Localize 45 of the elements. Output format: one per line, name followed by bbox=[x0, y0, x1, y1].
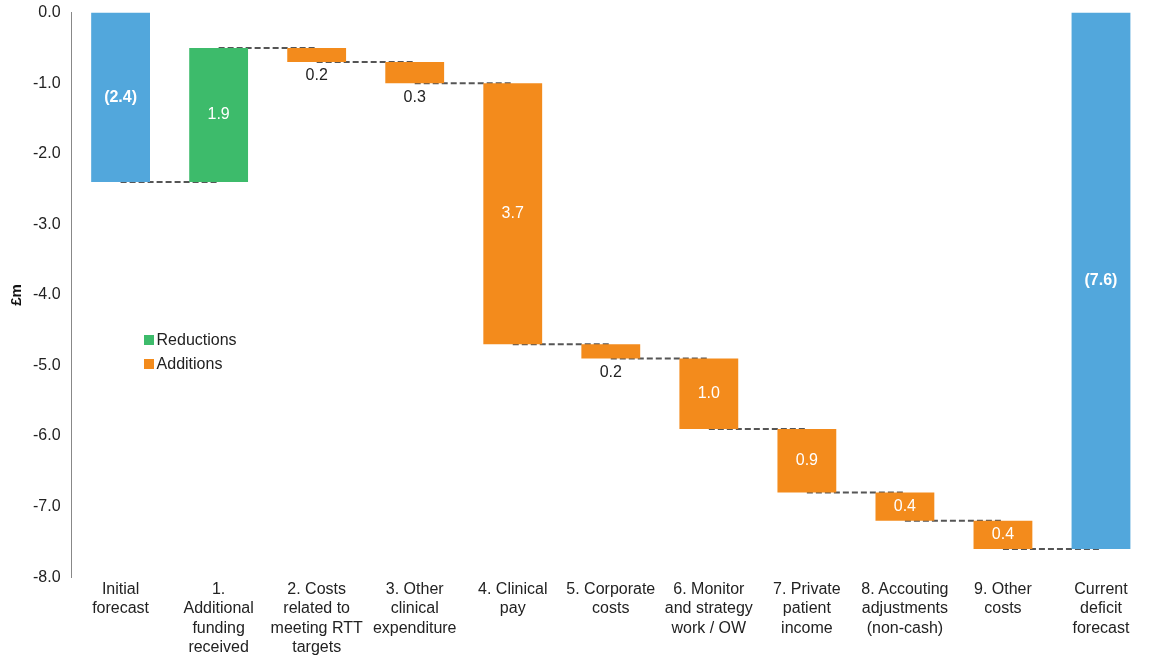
data-label: 0.2 bbox=[305, 66, 328, 84]
data-label: 0.3 bbox=[403, 87, 426, 105]
data-label: 3.7 bbox=[501, 204, 524, 222]
y-tick-label: -3.0 bbox=[32, 214, 61, 232]
bar bbox=[875, 492, 935, 521]
bar bbox=[973, 520, 1033, 549]
x-tick-label: 4. Clinical pay bbox=[478, 580, 548, 617]
data-label: 0.4 bbox=[991, 525, 1015, 543]
legend-label: Additions bbox=[156, 354, 223, 373]
bar bbox=[385, 62, 445, 84]
x-tick-label: 1. Additional funding received bbox=[183, 580, 254, 655]
data-label: (7.6) bbox=[1084, 271, 1118, 289]
y-tick-label: -5.0 bbox=[32, 355, 61, 373]
y-tick-label: -2.0 bbox=[32, 144, 61, 162]
data-label: 0.2 bbox=[599, 362, 622, 380]
y-tick-label: -4.0 bbox=[32, 285, 61, 303]
legend-label: Reductions bbox=[156, 330, 237, 349]
bar bbox=[91, 12, 150, 182]
x-tick-label: 8. Accouting adjustments (non-cash) bbox=[861, 580, 949, 636]
y-axis-title: £m bbox=[7, 284, 25, 306]
y-tick-label: 0.0 bbox=[38, 3, 61, 21]
x-tick-label: 6. Monitor and strategy work / OW bbox=[664, 580, 753, 636]
y-tick-label: -7.0 bbox=[32, 497, 61, 515]
data-label: 1.0 bbox=[697, 384, 721, 402]
bar bbox=[777, 428, 837, 493]
x-tick-label: Initial forecast bbox=[92, 580, 150, 617]
x-tick-label: 3. Other clinical expenditure bbox=[372, 580, 457, 636]
bar bbox=[287, 47, 347, 62]
bar bbox=[581, 344, 641, 359]
y-tick-label: -8.0 bbox=[32, 567, 61, 585]
x-tick-label: 7. Private patient income bbox=[773, 580, 841, 636]
data-label: 0.4 bbox=[893, 497, 917, 515]
x-tick-label: 2. Costs related to meeting RTT targets bbox=[270, 580, 363, 655]
bar bbox=[1071, 12, 1131, 549]
data-label: (2.4) bbox=[104, 87, 138, 105]
x-tick-label: 9. Other costs bbox=[974, 580, 1033, 617]
y-tick-label: -6.0 bbox=[32, 426, 61, 444]
data-label: 1.9 bbox=[207, 105, 230, 123]
x-tick-label: Current deficit forecast bbox=[1072, 580, 1130, 636]
x-tick-label: 5. Corporate costs bbox=[566, 580, 656, 617]
data-label: 0.9 bbox=[795, 451, 819, 469]
y-tick-label: -1.0 bbox=[32, 73, 61, 91]
bar bbox=[483, 83, 543, 345]
bar bbox=[189, 47, 249, 182]
bar bbox=[679, 358, 739, 429]
